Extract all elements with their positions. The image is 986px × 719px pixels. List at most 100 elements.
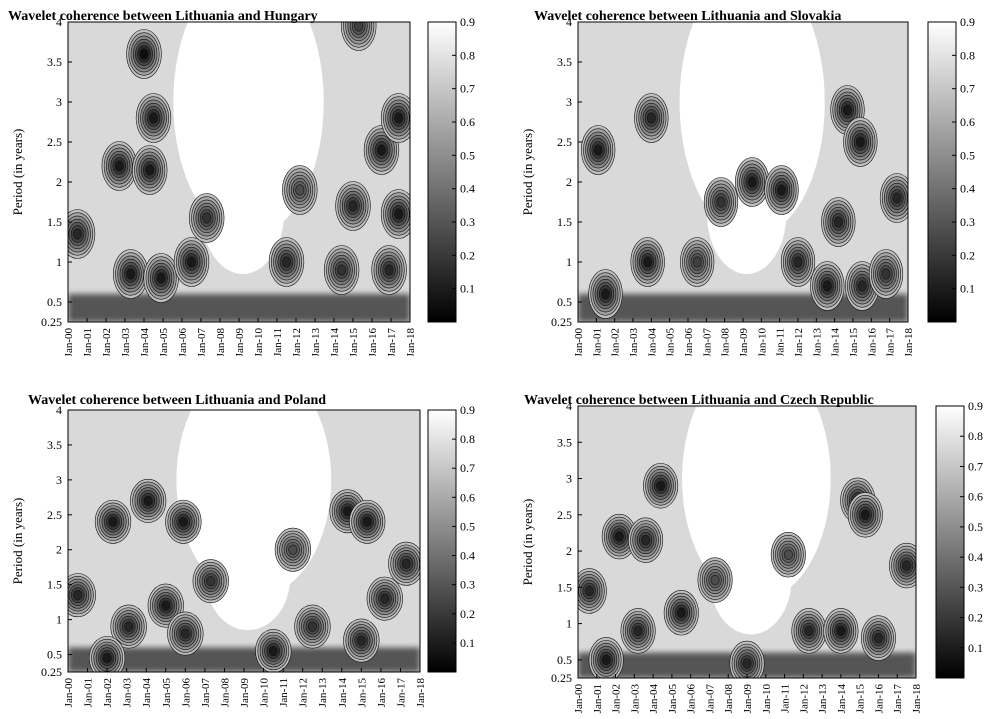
x-tick-label: Jan-09 xyxy=(742,684,754,714)
x-tick-label: Jan-00 xyxy=(573,684,585,714)
x-tick-label: Jan-18 xyxy=(415,678,427,708)
x-tick-label: Jan-11 xyxy=(780,684,792,713)
y-tick-label: 3 xyxy=(566,95,572,109)
coherence-blob xyxy=(143,253,179,303)
x-tick-label: Jan-09 xyxy=(738,328,750,356)
chart-hungary: Wavelet coherence between Lithuania and … xyxy=(0,0,490,361)
colorbar-tick-label: 0.1 xyxy=(460,636,475,650)
x-tick-label: Jan-01 xyxy=(592,684,604,713)
x-tick-label: Jan-02 xyxy=(101,328,113,356)
x-tick-label: Jan-04 xyxy=(141,678,153,708)
coherence-blob xyxy=(770,531,806,578)
x-tick-label: Jan-07 xyxy=(196,328,208,356)
x-tick-label: Jan-11 xyxy=(278,678,290,707)
y-tick-label: 1 xyxy=(56,255,62,269)
x-tick-label: Jan-07 xyxy=(704,684,716,714)
y-tick-label: 4 xyxy=(56,15,62,29)
colorbar-tick-label: 0.8 xyxy=(460,48,475,62)
coherence-blob xyxy=(68,209,96,259)
y-tick-label: 3.5 xyxy=(557,435,572,449)
colorbar-tick-label: 0.7 xyxy=(460,461,475,475)
chart-slovakia: Wavelet coherence between Lithuania and … xyxy=(496,0,986,361)
coherence-blob xyxy=(380,189,410,239)
x-tick-label: Jan-03 xyxy=(122,678,134,708)
x-tick-label: Jan-07 xyxy=(701,328,713,356)
x-tick-label: Jan-07 xyxy=(200,678,212,708)
x-tick-label: Jan-13 xyxy=(817,684,829,714)
y-tick-label: 3 xyxy=(56,95,62,109)
colorbar-tick-label: 0.9 xyxy=(960,15,975,29)
y-tick-label: 2.5 xyxy=(557,508,572,522)
coherence-blob xyxy=(628,517,664,563)
x-tick-label: Jan-17 xyxy=(386,328,398,356)
y-axis-label: Period (in years) xyxy=(10,498,25,585)
x-tick-label: Jan-14 xyxy=(329,328,341,356)
coherence-blob xyxy=(113,249,149,299)
coherence-blob xyxy=(703,177,739,227)
coherence-blob xyxy=(620,608,656,654)
x-tick-label: Jan-18 xyxy=(911,684,923,714)
y-tick-label: 0.5 xyxy=(47,648,62,662)
coherence-blob xyxy=(581,125,616,175)
x-tick-label: Jan-02 xyxy=(102,678,114,707)
coherence-blob xyxy=(282,165,318,215)
y-tick-label: 3.5 xyxy=(557,55,572,69)
y-tick-label: 2.5 xyxy=(47,508,62,522)
coherence-blob xyxy=(821,197,856,247)
colorbar-tick-label: 0.5 xyxy=(460,148,475,162)
y-tick-label: 2 xyxy=(56,175,62,189)
x-tick-label: Jan-16 xyxy=(376,678,388,708)
y-tick-label: 3 xyxy=(56,473,62,487)
x-tick-label: Jan-12 xyxy=(298,678,310,707)
colorbar xyxy=(427,409,457,673)
y-tick-label: 0.25 xyxy=(41,315,62,329)
coherence-blob xyxy=(764,165,799,215)
x-tick-label: Jan-15 xyxy=(848,328,860,356)
coherence-blob xyxy=(268,237,305,287)
coherence-blob xyxy=(388,541,420,586)
coherence-blob xyxy=(847,492,883,538)
coherence-blob xyxy=(68,573,96,618)
x-tick-label: Jan-10 xyxy=(259,678,271,708)
coherence-blob xyxy=(165,499,202,544)
x-tick-label: Jan-08 xyxy=(723,684,735,714)
coherence-blob xyxy=(132,145,168,195)
x-tick-label: Jan-02 xyxy=(610,328,622,356)
coherence-blob xyxy=(126,29,162,79)
x-tick-label: Jan-12 xyxy=(798,684,810,713)
coherence-blob xyxy=(294,604,331,649)
coherence-blob xyxy=(879,173,908,223)
y-tick-label: 3 xyxy=(566,472,572,486)
x-tick-label: Jan-00 xyxy=(63,328,75,356)
chart-title: Wavelet coherence between Lithuania and … xyxy=(8,9,318,24)
x-tick-label: Jan-11 xyxy=(272,328,284,356)
x-tick-label: Jan-06 xyxy=(686,684,698,714)
low-coherence-zone xyxy=(205,525,291,631)
colorbar-tick-label: 0.5 xyxy=(968,520,983,534)
x-tick-label: Jan-15 xyxy=(356,678,368,708)
coherence-blob xyxy=(663,590,699,636)
x-tick-label: Jan-17 xyxy=(885,328,897,356)
chart-czech-republic: Wavelet coherence between Lithuania and … xyxy=(496,360,986,719)
colorbar-tick-label: 0.6 xyxy=(968,490,983,504)
colorbar-tick-label: 0.4 xyxy=(460,549,475,563)
colorbar-tick-label: 0.4 xyxy=(960,182,975,196)
chart-poland: Wavelet coherence between Lithuania and … xyxy=(0,360,490,719)
colorbar-tick-label: 0.6 xyxy=(460,490,475,504)
colorbar-tick-label: 0.4 xyxy=(968,550,983,564)
coherence-blob xyxy=(889,542,916,589)
x-tick-label: Jan-01 xyxy=(591,328,603,356)
x-tick-label: Jan-11 xyxy=(775,328,787,356)
coherence-blob xyxy=(255,629,292,672)
colorbar xyxy=(935,405,965,679)
coherence-blob xyxy=(343,618,380,663)
coherence-blob xyxy=(791,608,827,654)
coherence-blob xyxy=(697,557,733,603)
x-tick-label: Jan-17 xyxy=(892,684,904,714)
x-tick-label: Jan-10 xyxy=(756,328,768,356)
x-tick-label: Jan-14 xyxy=(337,678,349,708)
coherence-blob xyxy=(167,611,204,656)
chart-svg: Wavelet coherence between Lithuania and … xyxy=(520,393,983,714)
x-tick-label: Jan-04 xyxy=(139,328,151,356)
x-tick-label: Jan-05 xyxy=(665,328,677,356)
